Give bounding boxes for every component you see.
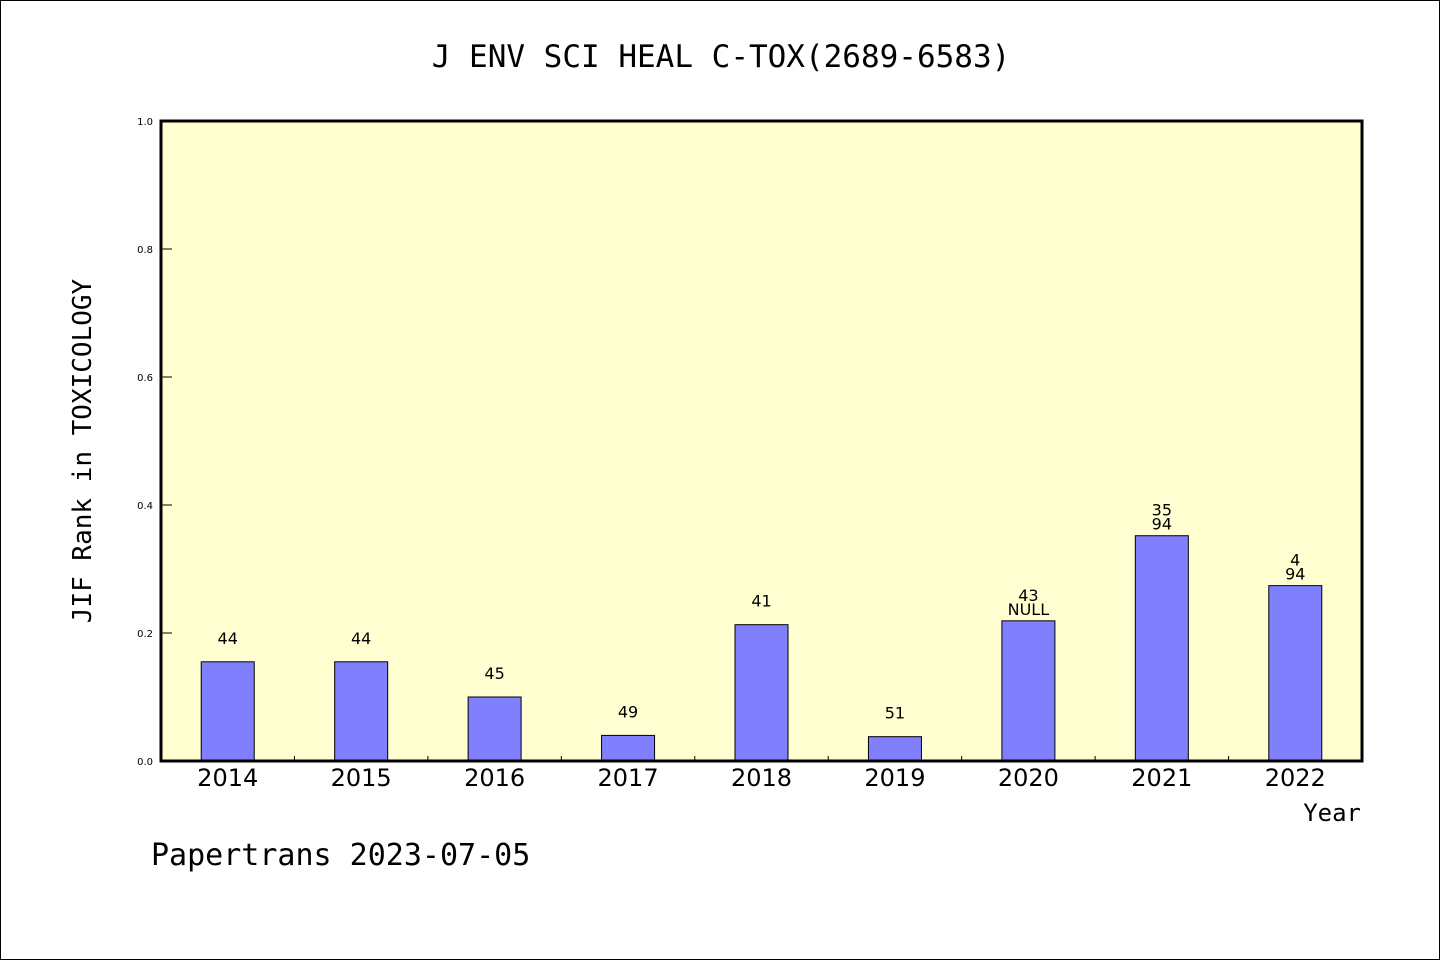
x-tick-label: 2016 <box>464 764 525 792</box>
x-axis-label: Year <box>1303 799 1361 827</box>
bar-2017 <box>601 734 656 762</box>
bar-2018 <box>734 624 789 762</box>
y-tick-label: 0.6 <box>137 373 153 384</box>
x-tick-label: 2015 <box>331 764 392 792</box>
x-tick-label: 2017 <box>598 764 659 792</box>
x-tick-label: 2014 <box>197 764 258 792</box>
bar-2020 <box>1001 620 1056 762</box>
y-axis-label: JIF Rank in TOXICOLOGY <box>68 278 98 623</box>
data-label-2017: 49 <box>618 702 638 721</box>
bar-2021 <box>1134 535 1189 762</box>
bar-2016 <box>467 696 522 762</box>
y-tick-label: 1.0 <box>137 117 153 128</box>
footer-text: Papertrans 2023-07-05 <box>151 838 530 873</box>
bar-2015 <box>334 661 389 762</box>
data-label-2022: 94 <box>1285 565 1305 584</box>
data-label-2018: 41 <box>751 592 771 611</box>
data-label-2015: 44 <box>351 629 371 648</box>
y-tick-label: 0.2 <box>137 629 153 640</box>
data-label-2020: NULL <box>1008 600 1050 619</box>
bars <box>200 535 1323 762</box>
y-tick-label: 0.4 <box>137 501 153 512</box>
data-label-2016: 45 <box>484 664 504 683</box>
data-label-2019: 51 <box>885 704 905 723</box>
data-label-2021: 94 <box>1152 515 1172 534</box>
bar-2014 <box>200 661 255 762</box>
x-tick-label: 2020 <box>998 764 1059 792</box>
bar-2019 <box>867 736 922 762</box>
y-tick-label: 0.8 <box>137 245 153 256</box>
bar-2022 <box>1268 585 1323 762</box>
plot-border <box>159 119 1364 763</box>
data-label-2020: 43 <box>1018 586 1038 605</box>
data-label-2021: 35 <box>1152 501 1172 520</box>
x-tick-label: 2022 <box>1265 764 1326 792</box>
x-tick-label: 2018 <box>731 764 792 792</box>
data-label-2022: 4 <box>1290 551 1300 570</box>
x-tick-label: 2021 <box>1131 764 1192 792</box>
data-label-2014: 44 <box>218 629 238 648</box>
chart-title: J ENV SCI HEAL C-TOX(2689-6583) <box>432 39 1011 75</box>
x-tick-label: 2019 <box>864 764 925 792</box>
x-axis: 2014 2015 2016 2017 2018 2019 2020 2021 2022 <box>197 764 1326 792</box>
y-tick-label: 0.0 <box>137 757 153 768</box>
